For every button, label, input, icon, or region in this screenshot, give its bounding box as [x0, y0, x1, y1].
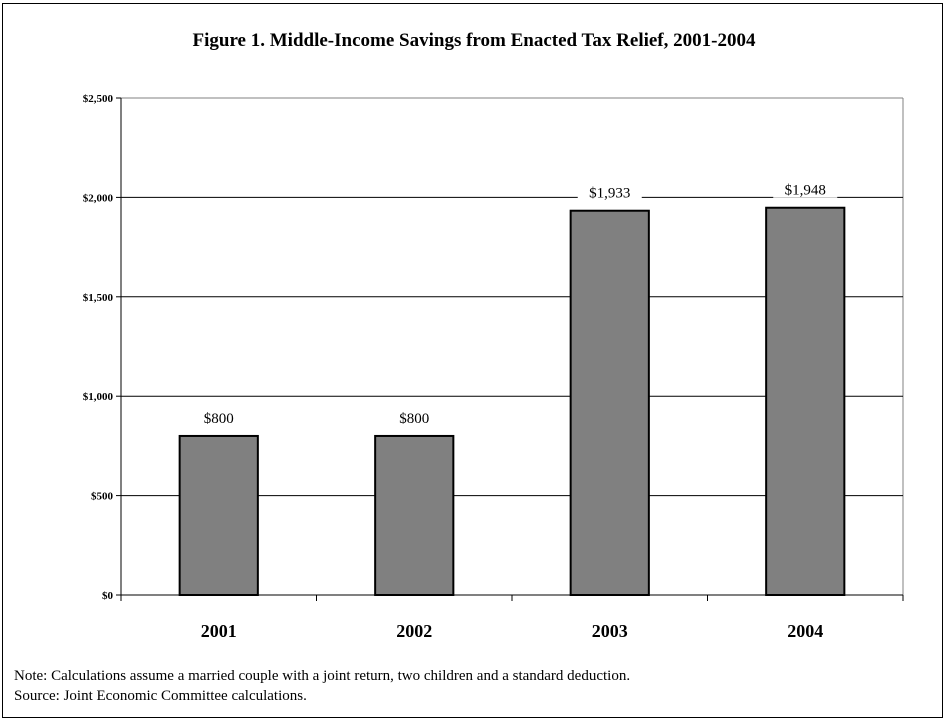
y-tick-label: $1,000	[83, 391, 114, 403]
note-text: Note: Calculations assume a married coup…	[14, 668, 631, 684]
y-tick-label: $2,000	[83, 192, 114, 204]
x-tick-label: 2002	[396, 621, 432, 641]
bar-2001	[178, 434, 259, 596]
x-tick-label: 2003	[592, 621, 628, 641]
data-label-background	[186, 407, 251, 426]
data-label-background	[382, 407, 447, 426]
chart-notes: Note: Calculations assume a married coup…	[14, 666, 630, 706]
data-label: $1,933	[589, 186, 630, 202]
y-tick-label: $2,500	[83, 93, 114, 105]
data-label-background	[577, 182, 642, 201]
x-tick-label: 2001	[201, 621, 237, 641]
bar-2003	[569, 209, 650, 596]
y-tick-label: $1,500	[83, 292, 114, 304]
y-tick-label: $0	[102, 590, 114, 602]
bar-2002	[374, 434, 455, 596]
data-label: $1,948	[785, 183, 826, 199]
labels: $0 $500 $1,000 $1,500 $2,000 $2,500 $800 2001 $8…	[83, 93, 826, 641]
bar-2004	[765, 206, 846, 596]
bars	[178, 179, 846, 596]
data-label: $800	[399, 411, 429, 427]
source-text: Source: Joint Economic Committee calcula…	[14, 688, 307, 704]
x-tick-label: 2004	[787, 621, 823, 641]
data-label: $800	[204, 411, 234, 427]
y-tick-label: $500	[91, 491, 114, 503]
chart-title: Figure 1. Middle-Income Savings from Ena…	[192, 30, 756, 51]
data-label-background	[773, 179, 838, 198]
